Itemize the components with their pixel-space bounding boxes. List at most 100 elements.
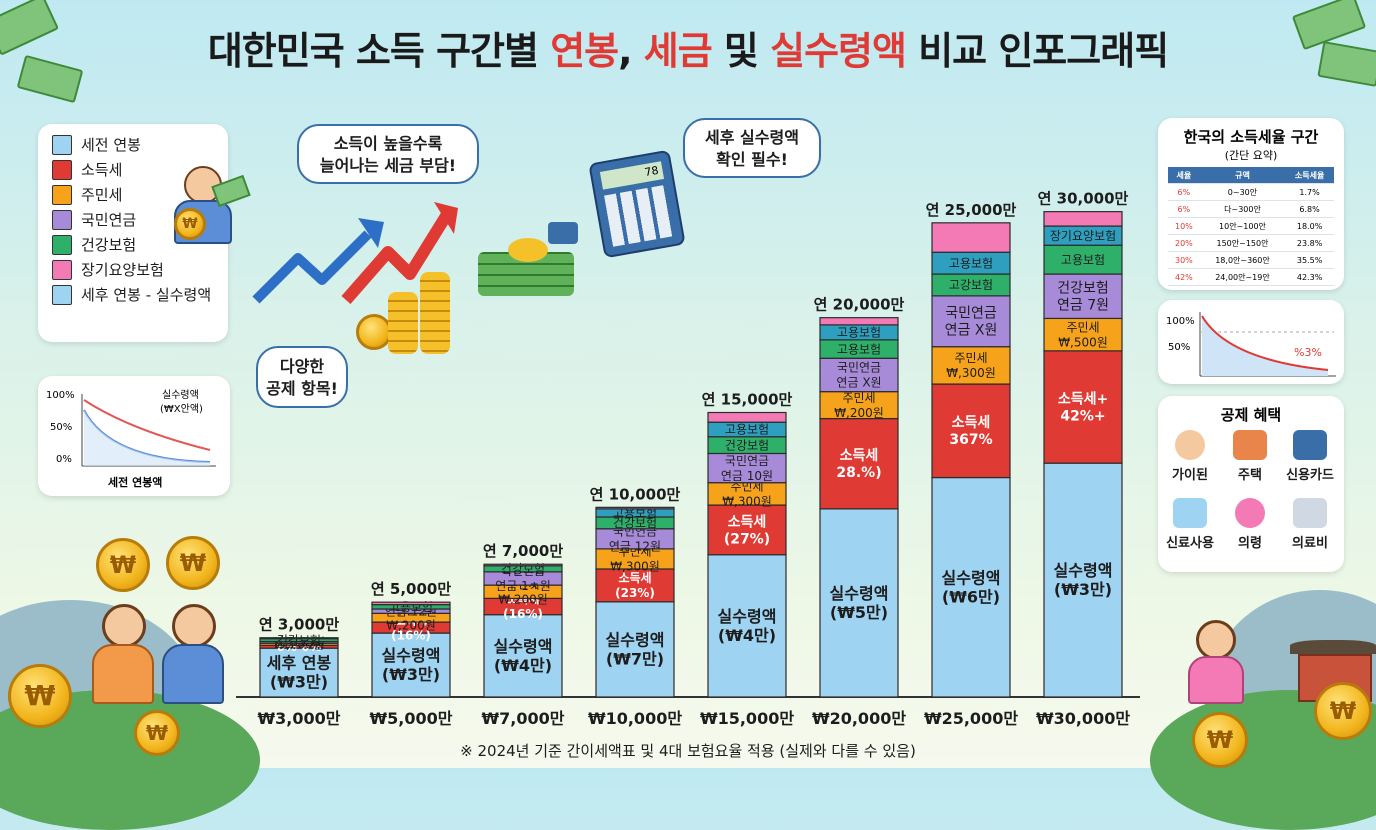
segment-label: 고용보험 — [949, 256, 993, 270]
legend-swatch — [52, 134, 72, 155]
bubble-line: 세후 실수령액 — [705, 128, 799, 147]
legend-item: 국민연금 — [52, 207, 228, 232]
tax-table-cell: 30% — [1168, 251, 1200, 269]
legend-label: 소득세 — [81, 161, 123, 179]
tax-table-cell: 0~30안 — [1199, 183, 1286, 201]
bar-segment-longterm — [707, 411, 787, 423]
mini-y-100: 100% — [46, 390, 75, 401]
deduction-item: 의령 — [1220, 498, 1280, 551]
person-holding-coin-icon: ₩ — [166, 166, 251, 244]
bar-segment-longterm — [931, 222, 1011, 253]
segment-label: 주민세₩,200원 — [834, 391, 884, 420]
segment-label: 소득세 28.%) — [836, 448, 881, 481]
segment-label: 고강보험 — [949, 278, 993, 292]
segment-label: 국민연금 연금 X원 — [836, 361, 881, 390]
bar-top-label: 연 7,000만 — [483, 542, 563, 560]
bar-segment-net — [707, 554, 787, 698]
x-tick-label: ₩30,000만 — [1036, 709, 1130, 728]
legend-label: 세전 연봉 — [81, 136, 141, 154]
x-tick-label: ₩20,000만 — [812, 709, 906, 728]
mini-curve — [81, 394, 216, 467]
segment-label: 소득세 (27%) — [724, 514, 770, 547]
tax-table-cell: 23.8% — [1285, 234, 1334, 252]
coin-icon: ₩ — [96, 538, 150, 592]
bar-segment-income_tax — [1043, 350, 1123, 464]
tax-table-cell: 18.0% — [1285, 217, 1334, 235]
bar-segment-longterm — [483, 563, 563, 567]
deduction-item: 주택 — [1220, 430, 1280, 483]
mini-chart-card: 100% 50% 0% 실수령액 (₩X안액) 세전 연봉액 — [38, 376, 230, 496]
bar-segment-net — [371, 632, 451, 698]
legend-item: 주민세 — [52, 182, 228, 207]
coin-icon: ₩ — [1314, 682, 1372, 740]
check-bubble: 세후 실수령액 확인 필수! — [683, 118, 821, 178]
credit-card-icon — [1293, 430, 1327, 460]
bar-segment-longterm — [1043, 211, 1123, 227]
segment-label: 소득세+ 42%+ — [1058, 391, 1108, 424]
segment-label: 주민세 ₩,300원 — [946, 351, 996, 380]
bar-segment-income_tax — [931, 383, 1011, 479]
bar-segment-longterm — [595, 506, 675, 510]
legend-swatch — [52, 234, 72, 255]
tax-table-cell: 24,00안~19안 — [1199, 268, 1286, 286]
segment-label: 실수령액 (₩3만) — [382, 646, 441, 684]
tax-table-cell: 42% — [1168, 268, 1200, 286]
bar-top-label: 연 10,000만 — [590, 485, 681, 503]
tax-table-cell: 1.7% — [1285, 183, 1334, 201]
segment-label: 실수령액 (₩3만) — [1054, 561, 1113, 599]
segment-label: 주민세 ₩,500원 — [1058, 320, 1108, 349]
tax-table-cell: 다~300안 — [1199, 200, 1286, 218]
bubble-line: 늘어나는 세금 부담! — [319, 156, 457, 175]
bar-segment-longterm — [371, 601, 451, 606]
tax-table-cell: 6.8% — [1285, 200, 1334, 218]
bar-segment-longterm — [819, 317, 899, 326]
bar-segment-net — [259, 647, 339, 698]
tax-table-cell: 10안~100안 — [1199, 217, 1286, 235]
segment-label: 소득세 367% — [949, 415, 992, 448]
segment-label: 고용보험 — [837, 342, 881, 356]
segment-label: 실수령액 (₩6만) — [942, 568, 1001, 606]
bubble-line: 공제 항목! — [266, 379, 338, 398]
decline-y-100: 100% — [1166, 316, 1195, 327]
table-row: 6% 0~30안 1.7% — [1168, 183, 1334, 201]
deduction-item: 신용카드 — [1280, 430, 1340, 483]
coin-icon: ₩ — [134, 710, 180, 756]
tax-table-header: 소득세율 — [1285, 167, 1334, 184]
clipboard-icon — [1293, 498, 1327, 528]
bar-segment-pension — [931, 295, 1011, 348]
page-title: 대한민국 소득 구간별 연봉, 세금 및 실수령액 비교 인포그래픽 — [207, 29, 1169, 73]
table-row: 42% 24,00안~19안 42.3% — [1168, 268, 1334, 286]
segment-label: 국민연금 연금 X원 — [945, 306, 998, 339]
segment-label: 건강보험 — [725, 438, 769, 452]
bar-segment-net — [483, 614, 563, 698]
legend-label: 주민세 — [81, 186, 123, 204]
tax-table-cell: 35.5% — [1285, 251, 1334, 269]
bar-segment-net — [931, 476, 1011, 698]
mini-xlabel: 세전 연봉액 — [108, 476, 163, 489]
decline-curve — [1199, 312, 1336, 377]
coin-icon: ₩ — [1192, 712, 1248, 768]
bar-top-label: 연 3,000만 — [259, 616, 339, 634]
decline-chart-card: 100% 50% %3% — [1158, 300, 1344, 384]
decline-y-50: 50% — [1168, 342, 1191, 353]
segment-label: 세후 연봉 (₩3만) — [267, 654, 332, 692]
legend-label: 건강보험 — [81, 236, 137, 254]
tax-table: 세율 규액 소득세율 6% 0~30안 1.7% 6% 다~300안 6.8% 10% 10안~1… — [1168, 167, 1334, 286]
rising-arrows-icon — [252, 202, 458, 304]
tax-table-cell: 20% — [1168, 234, 1200, 252]
bar-top-label: 연 30,000만 — [1038, 190, 1129, 208]
bar-segment-net — [1043, 462, 1123, 698]
tax-table-header: 규액 — [1199, 167, 1286, 184]
legend-item: 장기요양보험 — [52, 257, 228, 282]
mini-legend-1: 실수령액 — [162, 390, 199, 401]
legend-item: 세전 연봉 — [52, 132, 228, 157]
mini-y-50: 50% — [50, 422, 73, 433]
bubble-line: 소득이 높을수록 — [333, 134, 443, 153]
bubble-line: 확인 필수! — [716, 150, 788, 169]
x-tick-label: ₩15,000만 — [700, 709, 794, 728]
bar-segment-income_tax — [707, 504, 787, 556]
legend-swatch — [52, 184, 72, 205]
bar-segment-health — [1043, 244, 1123, 275]
legend-swatch — [52, 259, 72, 280]
legend-item: 소득세 — [52, 157, 228, 182]
